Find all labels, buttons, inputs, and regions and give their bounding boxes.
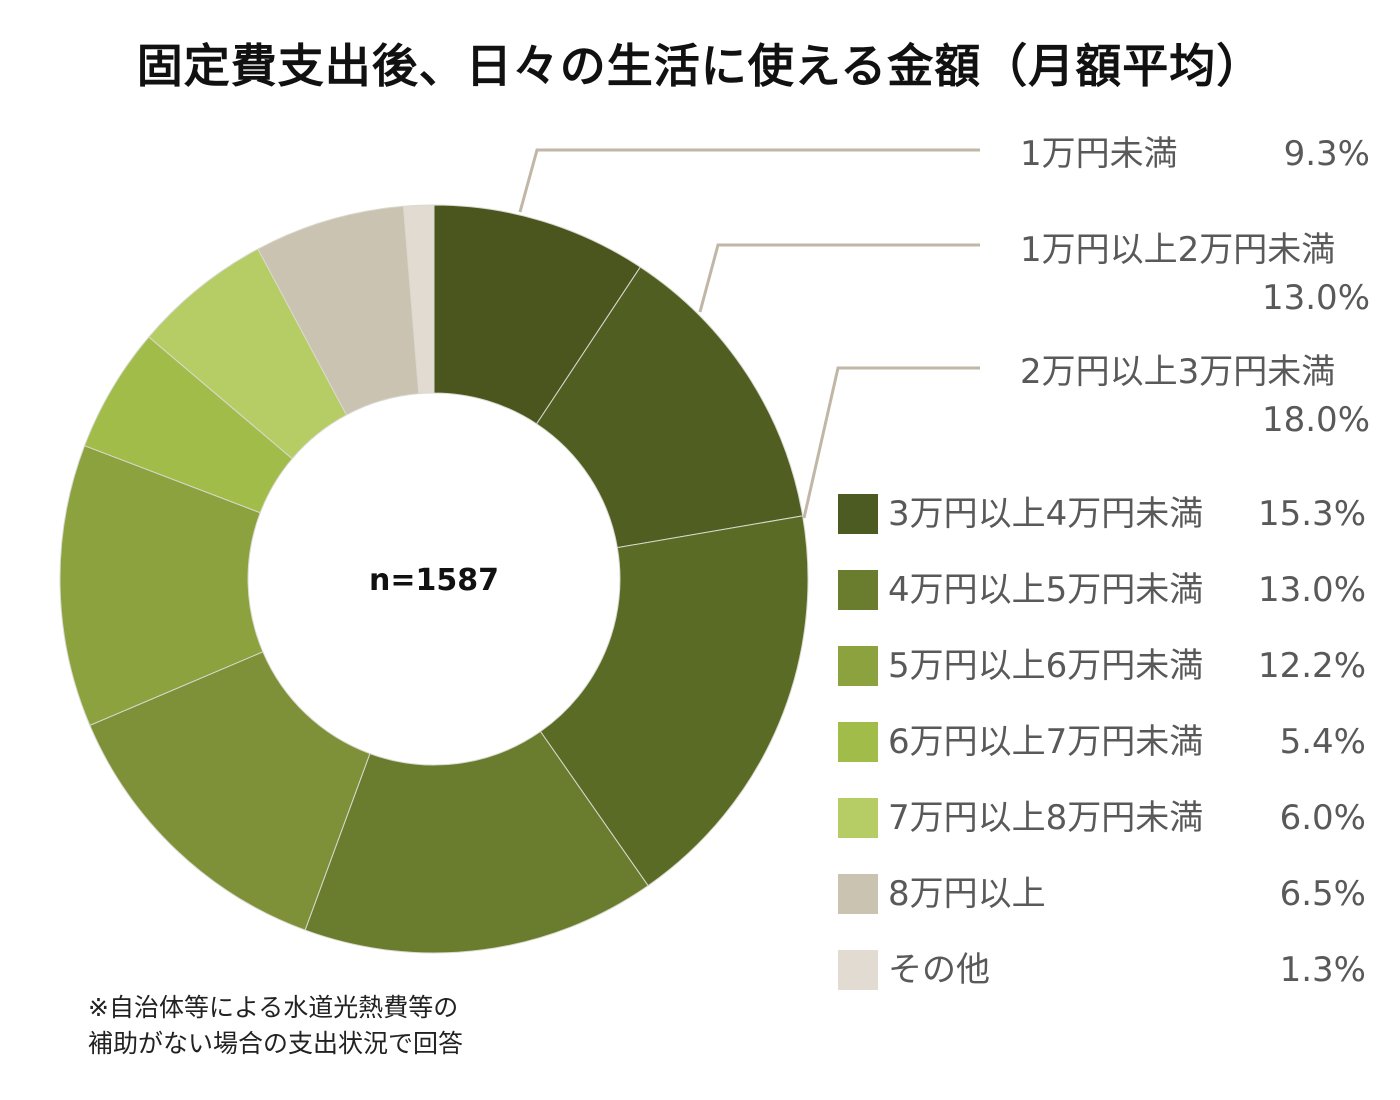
legend-pct-4-5man: 13.0%	[1257, 570, 1366, 610]
label-2-3man: 2万円以上3万円未満	[1020, 352, 1336, 392]
legend-label-sonota: その他	[888, 950, 990, 990]
donut-slice-3-4man	[304, 730, 649, 954]
legend-label-7-8man: 7万円以上8万円未満	[888, 798, 1204, 838]
legend-label-4-5man: 4万円以上5万円未満	[888, 570, 1204, 610]
legend-pct-3-4man: 15.3%	[1257, 494, 1366, 534]
legend-swatch-3-4man	[838, 494, 878, 534]
footnote-line-2: 補助がない場合の支出状況で回答	[88, 1029, 464, 1058]
legend-pct-5-6man: 12.2%	[1257, 646, 1366, 686]
legend-swatch-8man-ijo	[838, 874, 878, 914]
footnote-line-1: ※自治体等による水道光熱費等の	[88, 993, 459, 1022]
legend-swatch-4-5man	[838, 570, 878, 610]
callout-line-1man-miman	[518, 148, 980, 213]
pct-1-2man: 13.0%	[1261, 278, 1370, 318]
label-1man-miman: 1万円未満	[1020, 134, 1178, 174]
footnote: ※自治体等による水道光熱費等の 補助がない場合の支出状況で回答	[88, 990, 463, 1062]
legend-label-3-4man: 3万円以上4万円未満	[888, 494, 1204, 534]
pct-1man-miman: 9.3%	[1283, 134, 1370, 174]
legend-label-8man-ijo: 8万円以上	[888, 874, 1046, 914]
callout-line-2-3man	[802, 366, 980, 519]
chart-title: 固定費支出後、日々の生活に使える金額（月額平均）	[136, 39, 1264, 93]
donut-slice-2-3man	[539, 515, 809, 887]
donut-slice-sonota	[402, 204, 435, 395]
legend-pct-sonota: 1.3%	[1279, 950, 1366, 990]
label-1-2man: 1万円以上2万円未満	[1020, 230, 1336, 270]
legend-swatch-sonota	[838, 950, 878, 990]
legend-label-6-7man: 6万円以上7万円未満	[888, 722, 1204, 762]
legend-pct-8man-ijo: 6.5%	[1279, 874, 1366, 914]
donut-slice-5-6man	[59, 445, 264, 727]
donut-slice-1-2man	[535, 266, 804, 549]
legend-label-5-6man: 5万円以上6万円未満	[888, 646, 1204, 686]
legend-swatch-7-8man	[838, 798, 878, 838]
legend-swatch-6-7man	[838, 722, 878, 762]
donut-slice-4-5man	[89, 651, 371, 931]
legend-pct-7-8man: 6.0%	[1279, 798, 1366, 838]
legend-pct-6-7man: 5.4%	[1279, 722, 1366, 762]
callout-line-1-2man	[698, 243, 980, 313]
pct-2-3man: 18.0%	[1261, 400, 1370, 440]
center-sample-size: n=1587	[369, 563, 499, 598]
legend-swatch-5-6man	[838, 646, 878, 686]
